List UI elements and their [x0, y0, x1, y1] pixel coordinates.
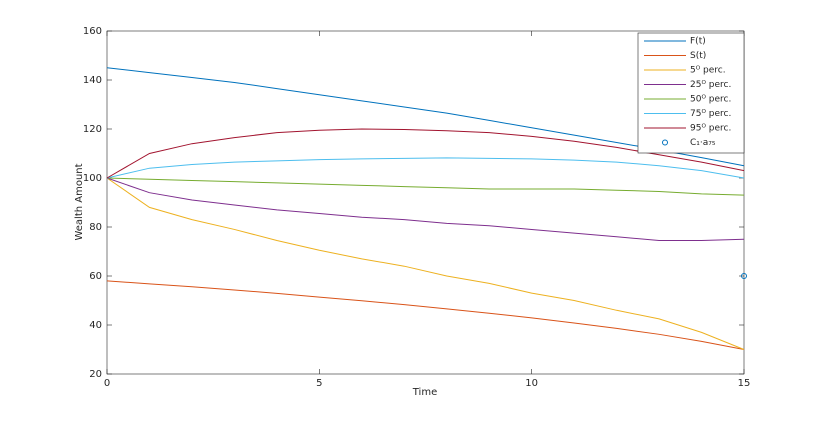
legend-label: F(t): [690, 37, 706, 47]
legend-box: [637, 32, 745, 154]
series-line: [106, 280, 745, 350]
legend-label: 95ᴼ perc.: [690, 124, 731, 134]
y-tick-label: 160: [83, 26, 102, 37]
x-tick-label: 10: [525, 378, 538, 389]
y-tick-label: 140: [83, 75, 102, 86]
series-line: [106, 177, 745, 196]
series-line: [106, 177, 745, 350]
plot-area: [106, 30, 745, 375]
scatter-point: [741, 273, 747, 279]
y-tick-label: 60: [89, 271, 102, 282]
y-tick-label: 20: [89, 369, 102, 380]
series-line: [106, 157, 745, 179]
legend-label: 50ᴼ perc.: [690, 95, 731, 105]
x-axis-label: Time: [412, 387, 437, 398]
series-line: [106, 177, 745, 241]
legend-label: 75ᴼ perc.: [690, 109, 731, 119]
x-tick-label: 5: [316, 378, 322, 389]
x-tick-label: 15: [738, 378, 751, 389]
legend-marker: [662, 139, 668, 146]
y-tick-label: 100: [83, 173, 102, 184]
y-tick-label: 120: [83, 124, 102, 135]
legend: F(t) S(t) 5ᴼ perc. 25ᴼ perc. 50ᴼ perc. 75ᴼ pe…: [637, 32, 745, 154]
y-axis-label: Wealth Amount: [74, 163, 85, 240]
legend-label: 5ᴼ perc.: [690, 66, 726, 76]
legend-label: 25ᴼ perc.: [690, 80, 731, 90]
legend-label: S(t): [690, 51, 706, 61]
y-tick-label: 40: [89, 320, 102, 331]
legend-label: C₁·a₇₅: [690, 138, 716, 148]
x-tick-label: 0: [104, 378, 110, 389]
y-tick-label: 80: [89, 222, 102, 233]
